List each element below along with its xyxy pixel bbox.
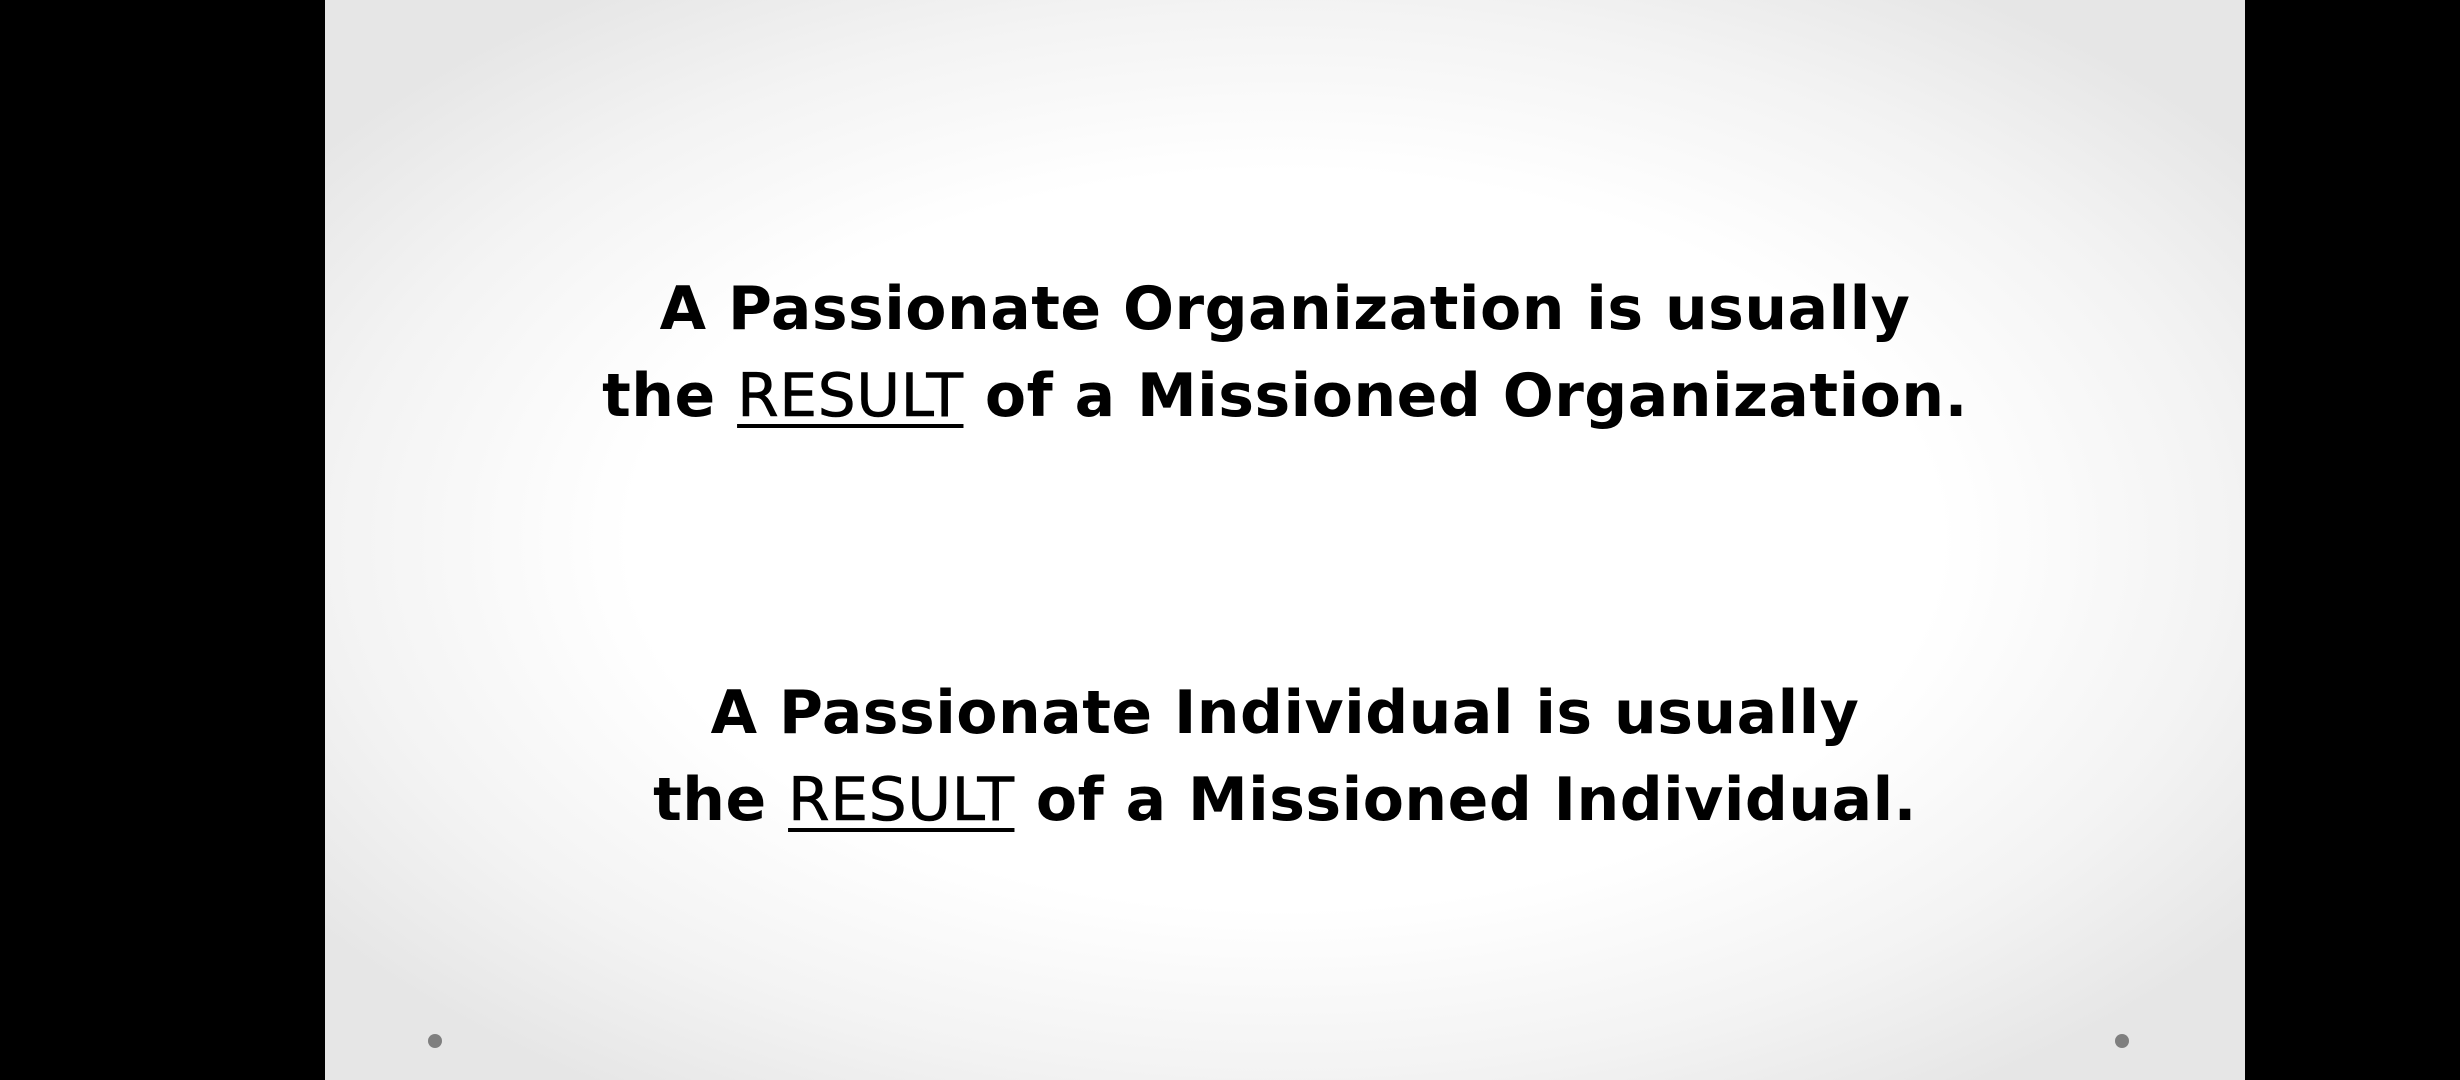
statement-organization-line-2-start: the xyxy=(602,361,738,431)
result-emphasis: RESULT xyxy=(737,361,964,432)
statement-individual-line-1: A Passionate Individual is usually xyxy=(710,678,1860,748)
statement-individual-line-2: the RESULT of a Missioned Individual. xyxy=(325,757,2245,844)
presentation-slide: A Passionate Organization is usually the… xyxy=(325,0,2245,1080)
statement-organization: A Passionate Organization is usually the… xyxy=(325,266,2245,440)
statement-individual-line-2-start: the xyxy=(653,765,789,835)
statement-individual-line-2-end: of a Missioned Individual. xyxy=(1014,765,1917,835)
result-emphasis: RESULT xyxy=(788,765,1015,836)
statement-individual: A Passionate Individual is usually the R… xyxy=(325,670,2245,844)
statement-organization-line-1: A Passionate Organization is usually xyxy=(659,274,1911,344)
corner-dot-left xyxy=(428,1034,442,1048)
corner-dot-right xyxy=(2115,1034,2129,1048)
statement-organization-line-2: the RESULT of a Missioned Organization. xyxy=(325,353,2245,440)
statement-organization-line-2-end: of a Missioned Organization. xyxy=(963,361,1968,431)
